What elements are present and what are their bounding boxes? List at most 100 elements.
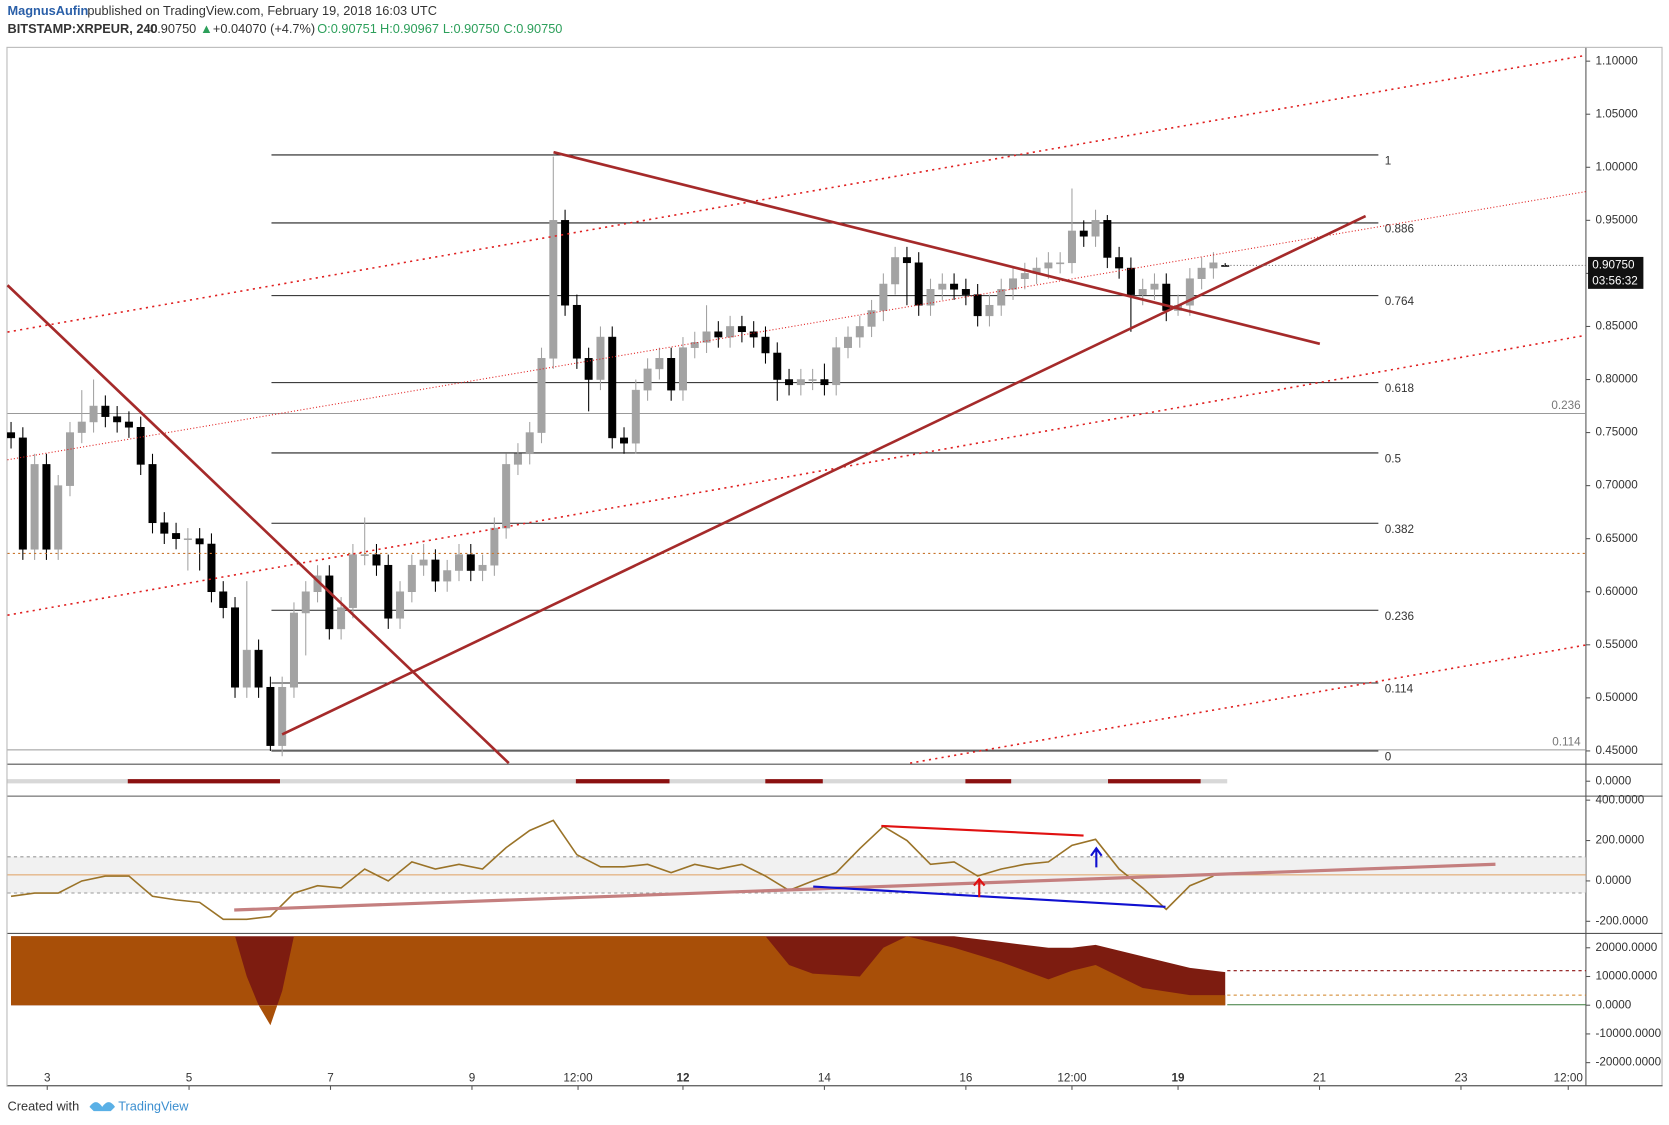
cci-trendline <box>234 862 1496 912</box>
fib-label: 0.236 <box>1385 610 1414 623</box>
fib-label: 0.764 <box>1385 295 1415 308</box>
candle-body <box>678 347 687 391</box>
y-tick-label: 0.75000 <box>1595 426 1638 439</box>
candle-body <box>608 336 617 439</box>
price-box <box>1588 256 1644 289</box>
x-tick-label: 12:00 <box>1057 1071 1087 1084</box>
y-tick-label: 20000.0000 <box>1595 941 1657 954</box>
author: MagnusAufin <box>8 3 89 18</box>
ohlc-close: C:0.90750 <box>503 21 562 36</box>
candle-body <box>124 421 133 428</box>
candle-body <box>1197 267 1206 279</box>
candle-body <box>1150 283 1159 290</box>
fib-label: 0.886 <box>1385 222 1414 235</box>
y-tick-label: 0.50000 <box>1595 691 1638 704</box>
fib-label: 1 <box>1385 154 1392 167</box>
candle-body <box>502 464 511 529</box>
x-tick-label: 3 <box>44 1071 51 1084</box>
candle-body <box>926 289 935 306</box>
candle-body <box>961 289 970 295</box>
candle-body <box>242 649 251 688</box>
candle-body <box>337 607 346 630</box>
y-tick-label: 0.95000 <box>1595 213 1638 226</box>
candle-body <box>643 368 652 391</box>
candle-body <box>360 554 369 556</box>
candle-body <box>443 570 452 582</box>
y-tick-label: 0.55000 <box>1595 638 1638 651</box>
candle-body <box>844 336 852 348</box>
fib-label: 0.114 <box>1552 736 1581 749</box>
footer: Created with TradingView <box>8 1098 190 1113</box>
candle-body <box>690 342 699 348</box>
candle-body <box>655 358 664 370</box>
candle-body <box>325 575 334 630</box>
candle-body <box>183 538 192 541</box>
x-tick-label: 19 <box>1172 1071 1186 1084</box>
y-tick-label: -200.0000 <box>1595 914 1648 927</box>
x-tick-label: 12:00 <box>1554 1071 1584 1084</box>
x-tick-label: 14 <box>818 1071 832 1084</box>
candle-body <box>1044 262 1053 269</box>
candle-body <box>1138 289 1147 295</box>
candle-body <box>1209 262 1218 269</box>
candle-body <box>737 326 746 333</box>
candle-body <box>1020 273 1029 279</box>
candle-body <box>1103 220 1112 258</box>
candle-body <box>1091 220 1100 237</box>
candle-body <box>985 304 994 317</box>
created-with: Created with <box>8 1098 80 1113</box>
x-tick-label: 21 <box>1313 1071 1326 1084</box>
candle-body <box>396 591 405 619</box>
x-tick-label: 12:00 <box>563 1071 593 1084</box>
candle-body <box>997 289 1006 306</box>
candle-body <box>372 554 381 566</box>
candle-body <box>136 427 145 465</box>
cci-line <box>10 819 1214 921</box>
fib-label: 0.114 <box>1385 682 1414 695</box>
candle-body <box>30 464 39 550</box>
ohlc-high: H:0.90967 <box>380 21 439 36</box>
candle-body <box>714 331 723 338</box>
candle-body <box>879 283 888 311</box>
y-tick-label: 0.80000 <box>1595 373 1638 386</box>
candle-body <box>820 379 829 386</box>
candle-body <box>525 432 534 455</box>
candle-body <box>278 686 287 746</box>
arrow-up <box>1090 846 1103 868</box>
candle-body <box>1115 257 1124 269</box>
candle-body <box>77 421 86 433</box>
candle-body <box>796 379 805 386</box>
y-tick-label: 400.0000 <box>1595 793 1644 806</box>
candle-body <box>950 283 959 290</box>
candle-body <box>1067 230 1076 264</box>
candle-body <box>207 543 216 593</box>
x-tick-label: 16 <box>959 1071 972 1084</box>
channel-bottom <box>7 334 1587 616</box>
y-tick-label: -20000.0000 <box>1595 1056 1661 1069</box>
candle-body <box>490 527 499 566</box>
candle-body <box>667 358 676 391</box>
candle-body <box>65 432 74 486</box>
candle-body <box>254 649 263 688</box>
candle-body <box>160 522 169 534</box>
candle-body <box>1079 230 1088 237</box>
candle-body <box>266 686 275 746</box>
y-tick-label: 0.65000 <box>1595 532 1638 545</box>
candle-body <box>513 453 522 465</box>
fib-label: 0.382 <box>1385 523 1414 536</box>
candle-body <box>561 220 570 306</box>
trendline <box>281 214 1367 736</box>
candle-body <box>726 326 735 338</box>
candle-body <box>761 336 770 354</box>
brand: TradingView <box>118 1098 189 1113</box>
candle-body <box>855 326 864 338</box>
arrow-up <box>973 877 986 898</box>
y-tick-label: 0.85000 <box>1595 320 1638 333</box>
candle-body <box>466 554 475 571</box>
candle-body <box>289 612 298 688</box>
price-label: 0.90750 <box>1592 259 1635 272</box>
candle-body <box>54 485 63 550</box>
area-series <box>11 936 1226 1026</box>
candle-body <box>407 564 416 593</box>
